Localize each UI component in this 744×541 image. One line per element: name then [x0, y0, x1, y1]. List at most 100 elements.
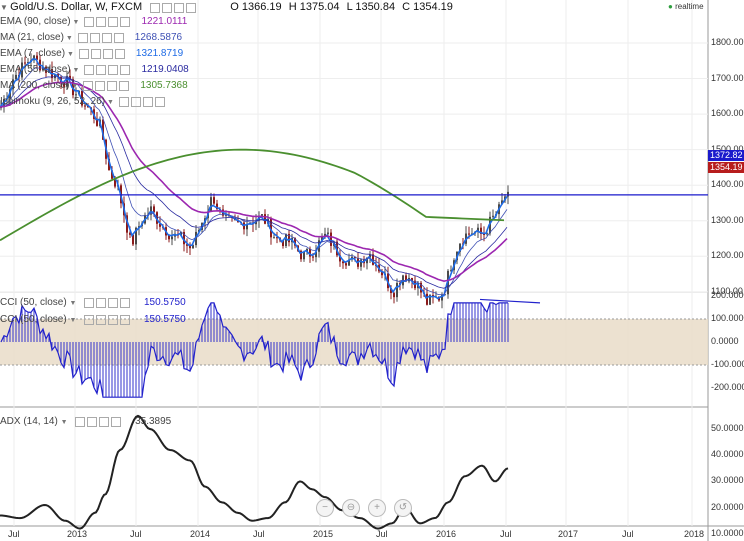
candle-body: [444, 294, 446, 296]
indicator-legend-item[interactable]: MA (21, close) ▼ 1268.5876: [0, 32, 182, 44]
candle-body: [156, 212, 158, 224]
candle-body: [300, 250, 302, 260]
cci-legend-1[interactable]: CCI (50, close) ▼ 150.5750: [0, 297, 186, 309]
indicator-buttons[interactable]: [77, 32, 125, 43]
candle-body: [15, 74, 17, 80]
indicator-collapse-icon[interactable]: ▼: [65, 51, 74, 58]
header-buttons[interactable]: [149, 2, 197, 13]
candle-body: [75, 94, 77, 96]
ma-21-line: [0, 67, 508, 295]
cci-buttons[interactable]: [83, 297, 131, 308]
cci-legend-2[interactable]: CCI (50, close) ▼ 150.5750: [0, 314, 186, 326]
adx-collapse-icon[interactable]: ▼: [60, 419, 68, 426]
candle-body: [288, 233, 290, 243]
zoom-out-icon[interactable]: ⊖: [342, 499, 360, 517]
candle-body: [327, 232, 329, 234]
candle-body: [132, 234, 134, 245]
candle-body: [225, 214, 227, 216]
candle-body: [354, 256, 356, 259]
candle-body: [126, 215, 128, 233]
indicator-collapse-icon[interactable]: ▼: [63, 35, 73, 42]
candle-body: [480, 227, 482, 234]
candle-body: [312, 256, 314, 258]
header-collapse-icon[interactable]: ▼: [0, 3, 11, 12]
indicator-legend-item[interactable]: EMA (7, close) ▼ 1321.8719: [0, 48, 183, 60]
candle-body: [489, 216, 491, 234]
time-axis-label: 2017: [558, 529, 579, 539]
indicator-legend-item[interactable]: Ichimoku (9, 26, 52, 26) ▼: [0, 96, 176, 108]
candle-body: [33, 55, 35, 61]
candle-body: [336, 241, 338, 256]
candle-body: [345, 263, 347, 266]
indicator-legend-item[interactable]: EMA (90, close) ▼ 1221.0111: [0, 16, 187, 28]
candle-body: [477, 227, 479, 233]
adx-legend[interactable]: ADX (14, 14) ▼ 35.3895: [0, 416, 171, 428]
candle-body: [324, 233, 326, 237]
candle-body: [84, 105, 86, 107]
candle-body: [111, 170, 113, 179]
price-line-tag: 1372.82: [708, 150, 744, 161]
candle-body: [87, 105, 89, 108]
candle-body: [261, 214, 263, 216]
adx-value: 35.3895: [135, 416, 172, 427]
indicator-buttons[interactable]: [82, 80, 130, 91]
indicator-collapse-icon[interactable]: ▼: [70, 67, 80, 74]
time-axis-label: 2018: [684, 529, 705, 539]
candle-body: [315, 251, 317, 258]
ohlc-open: O 1366.19: [230, 1, 282, 13]
cci-axis-label: 100.0000: [711, 313, 744, 323]
indicator-buttons[interactable]: [83, 16, 131, 27]
candle-body: [24, 62, 26, 64]
candle-body: [114, 178, 116, 187]
candle-body: [102, 119, 104, 140]
candle-body: [63, 83, 65, 87]
candle-body: [390, 288, 392, 294]
ma-200-line: [0, 148, 505, 242]
price-axis-label: 1400.00: [711, 179, 744, 190]
indicator-buttons[interactable]: [83, 64, 131, 75]
ohlc-close: C 1354.19: [402, 1, 453, 13]
realtime-label: realtime: [675, 2, 704, 11]
indicator-collapse-icon[interactable]: ▼: [69, 83, 79, 90]
candle-body: [309, 248, 311, 257]
indicator-label: EMA (55, close): [0, 64, 71, 75]
candle-body: [411, 277, 413, 281]
indicator-label: Ichimoku (9, 26, 52, 26): [0, 96, 106, 107]
indicator-collapse-icon[interactable]: ▼: [105, 99, 114, 106]
candle-body: [429, 295, 431, 305]
time-axis-label: Jul: [130, 529, 142, 539]
candle-body: [273, 237, 275, 239]
indicator-legend-item[interactable]: EMA (55, close) ▼ 1219.0408: [0, 64, 189, 76]
cci-buttons[interactable]: [83, 314, 131, 325]
adx-line: [0, 414, 509, 530]
zoom-restore-icon[interactable]: ↺: [394, 499, 412, 517]
candle-body: [507, 191, 509, 197]
candle-body: [285, 233, 287, 247]
indicator-buttons[interactable]: [78, 48, 126, 59]
candle-body: [282, 240, 284, 247]
adx-buttons[interactable]: [74, 416, 122, 427]
candle-body: [264, 214, 266, 224]
zoom-plus-icon[interactable]: +: [368, 499, 386, 517]
adx-label: ADX (14, 14): [0, 416, 58, 427]
candle-body: [96, 118, 98, 126]
price-axis-label: 1100.00: [711, 285, 743, 296]
candle-body: [129, 232, 131, 235]
candle-body: [501, 200, 503, 205]
candle-body: [342, 261, 344, 264]
candle-body: [459, 243, 461, 252]
ohlc-high: H 1375.04: [288, 1, 340, 13]
cci-axis-label: -100.0000: [711, 359, 744, 369]
zoom-minus-icon[interactable]: −: [316, 499, 334, 517]
ema-90-line: [0, 81, 508, 282]
cci-collapse-icon[interactable]: ▼: [69, 300, 77, 307]
indicator-legend-item[interactable]: MA (200, close) ▼ 1305.7368: [0, 80, 188, 92]
cci-collapse-icon[interactable]: ▼: [69, 317, 77, 324]
candle-body: [246, 224, 248, 230]
indicator-collapse-icon[interactable]: ▼: [70, 19, 80, 26]
indicator-buttons[interactable]: [118, 96, 166, 107]
cci-label: CCI (50, close): [0, 314, 67, 325]
candle-body: [369, 254, 371, 258]
candle-body: [27, 62, 29, 64]
